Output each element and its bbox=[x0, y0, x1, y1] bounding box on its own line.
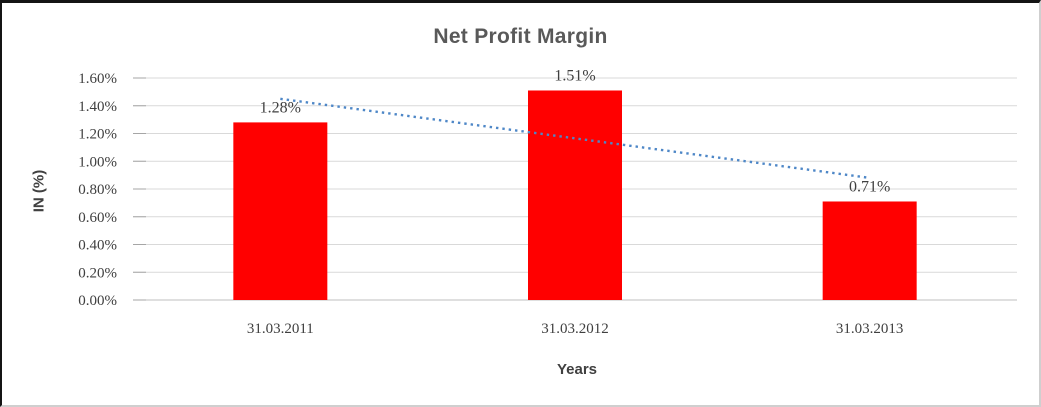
y-tick-label: 1.00% bbox=[78, 154, 117, 170]
y-tick-label: 1.60% bbox=[78, 71, 117, 87]
y-tick-label: 0.40% bbox=[78, 238, 117, 254]
plot-area: 1.60% 1.40% 1.20% 1.00% 0.80% 0.60% 0.40% 0.20%… bbox=[78, 67, 1017, 337]
y-tick-label: 0.60% bbox=[78, 210, 117, 226]
x-tick-label: 31.03.2013 bbox=[836, 321, 904, 337]
bar-data-label: 1.51% bbox=[554, 67, 595, 84]
x-tick-label: 31.03.2012 bbox=[541, 321, 609, 337]
bar-data-label: 0.71% bbox=[849, 178, 890, 195]
y-tick-label: 0.80% bbox=[78, 182, 117, 198]
y-tick-label: 1.40% bbox=[78, 99, 117, 115]
y-tick-label: 0.20% bbox=[78, 265, 117, 281]
bar-31.03.2011[interactable] bbox=[233, 122, 328, 301]
x-axis-title: Years bbox=[556, 361, 598, 378]
bar-data-label: 1.28% bbox=[260, 99, 301, 116]
y-tick-label: 1.20% bbox=[78, 127, 117, 143]
x-tick-label: 31.03.2011 bbox=[247, 321, 314, 337]
bar-31.03.2013[interactable] bbox=[822, 201, 917, 300]
y-tick-label: 0.00% bbox=[78, 293, 117, 309]
chart-title: Net Profit Margin bbox=[433, 25, 608, 48]
bar-31.03.2012[interactable] bbox=[528, 90, 622, 300]
